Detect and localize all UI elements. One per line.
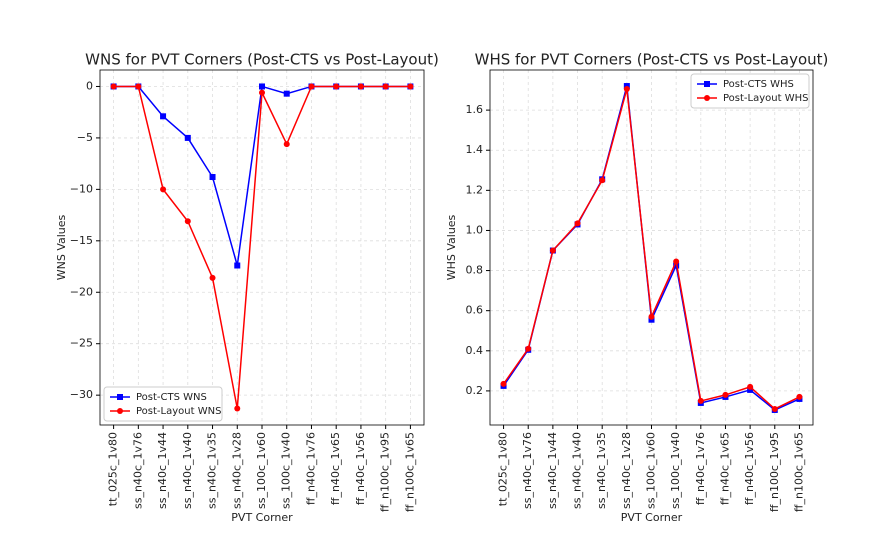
x-tick-label: ss_100c_1v40: [280, 432, 293, 509]
marker: [574, 220, 581, 227]
x-tick-label: tt_025c_1v80: [497, 432, 510, 506]
marker: [259, 89, 265, 96]
x-tick-label: ss_100c_1v60: [255, 432, 268, 509]
marker: [500, 380, 507, 387]
x-tick-label: ss_n40c_1v76: [131, 432, 144, 509]
x-tick-label: ff_n40c_1v65: [718, 432, 731, 505]
marker: [382, 83, 389, 90]
y-tick-label: −15: [70, 234, 93, 247]
x-tick-label: tt_025c_1v80: [107, 432, 120, 506]
marker: [747, 383, 754, 390]
x-tick-label: ss_n40c_1v35: [206, 432, 219, 509]
marker: [407, 83, 414, 90]
y-tick-label: 0.2: [466, 384, 484, 397]
marker: [697, 397, 704, 404]
x-tick-label: ss_100c_1v40: [669, 432, 682, 509]
y-tick-label: 1.0: [466, 223, 484, 236]
x-tick-label: ff_n40c_1v76: [304, 432, 317, 505]
marker: [184, 134, 191, 141]
marker: [549, 247, 556, 254]
marker: [673, 258, 680, 265]
y-tick-label: 1.6: [466, 103, 484, 116]
chart-title: WHS for PVT Corners (Post-CTS vs Post-La…: [475, 51, 829, 69]
y-tick-label: −10: [70, 182, 93, 195]
y-tick-label: 1.4: [466, 143, 484, 156]
legend-box: [690, 73, 810, 109]
x-tick-label: ff_n40c_1v56: [354, 432, 367, 505]
y-tick-label: −25: [70, 337, 93, 350]
marker: [135, 83, 142, 90]
x-tick-label: ss_n40c_1v40: [181, 432, 194, 509]
y-tick-label: −30: [70, 388, 93, 401]
legend-marker: [117, 408, 123, 414]
marker: [796, 393, 803, 400]
marker: [525, 345, 532, 352]
x-axis-label: PVT Corner: [621, 511, 683, 524]
marker: [160, 186, 167, 193]
x-tick-label: ff_n40c_1v76: [694, 432, 707, 505]
legend: Post-CTS WHS Post-Layout WHS: [690, 73, 810, 109]
x-tick-label: ss_n40c_1v28: [620, 432, 633, 509]
legend-marker: [704, 95, 710, 101]
y-tick-label: 0.8: [466, 264, 484, 277]
x-axis-label: PVT Corner: [231, 511, 293, 524]
y-tick-label: 1.2: [466, 183, 484, 196]
marker: [259, 83, 265, 90]
x-tick-label: ff_n40c_1v56: [743, 432, 756, 505]
marker: [283, 90, 290, 97]
marker: [234, 262, 241, 269]
marker: [599, 177, 606, 184]
legend-label: Post-Layout WNS: [136, 406, 221, 417]
marker: [110, 83, 117, 90]
marker: [160, 113, 167, 120]
marker: [771, 405, 778, 412]
legend-box: [103, 386, 223, 422]
series-line: [502, 85, 800, 411]
x-tick-label: ff_n100c_1v95: [768, 432, 781, 512]
plot-frame: [99, 69, 425, 426]
marker: [357, 83, 364, 90]
y-axis-label: WHS Values: [445, 214, 458, 280]
x-tick-label: ss_n40c_1v35: [595, 432, 608, 509]
legend-label: Post-Layout WHS: [723, 93, 808, 104]
y-tick-label: −5: [77, 131, 93, 144]
y-tick-label: 0.6: [466, 304, 484, 317]
legend-label: Post-CTS WNS: [136, 392, 207, 403]
x-tick-label: ss_n40c_1v28: [230, 432, 243, 509]
y-tick-label: 0.4: [466, 344, 484, 357]
x-tick-label: ff_n40c_1v65: [329, 432, 342, 505]
x-tick-label: ff_n100c_1v65: [792, 432, 805, 512]
plot-frame: [489, 69, 814, 426]
marker: [209, 174, 216, 181]
y-axis-label: WNS Values: [55, 214, 68, 280]
marker: [623, 86, 630, 93]
x-tick-label: ss_n40c_1v44: [156, 432, 169, 509]
x-tick-label: ss_n40c_1v76: [521, 432, 534, 509]
legend: Post-CTS WNS Post-Layout WNS: [103, 386, 223, 422]
marker: [648, 316, 655, 323]
x-tick-label: ff_n100c_1v65: [403, 432, 416, 512]
marker: [747, 386, 754, 393]
legend-marker: [117, 394, 123, 400]
marker: [722, 391, 729, 398]
marker: [234, 405, 241, 412]
marker: [209, 274, 216, 281]
x-tick-label: ff_n100c_1v95: [379, 432, 392, 512]
marker: [184, 218, 191, 225]
marker: [623, 83, 630, 90]
chart-title: WNS for PVT Corners (Post-CTS vs Post-La…: [85, 51, 439, 69]
legend-label: Post-CTS WHS: [723, 79, 794, 90]
marker: [333, 83, 340, 90]
x-tick-label: ss_n40c_1v44: [546, 432, 559, 509]
legend-marker: [704, 81, 710, 87]
marker: [283, 141, 290, 148]
marker: [308, 83, 315, 90]
x-tick-label: ss_100c_1v60: [645, 432, 658, 509]
y-tick-label: 0: [86, 79, 93, 92]
x-tick-label: ss_n40c_1v40: [571, 432, 584, 509]
y-tick-label: −20: [70, 285, 93, 298]
marker: [648, 313, 655, 320]
